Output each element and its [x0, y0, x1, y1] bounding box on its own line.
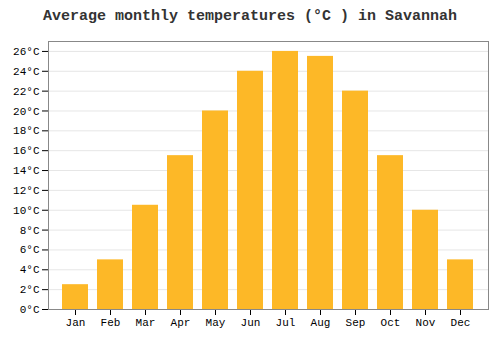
svg-text:14°C: 14°C	[13, 165, 40, 177]
svg-text:Dec: Dec	[451, 317, 471, 329]
svg-text:16°C: 16°C	[13, 145, 40, 157]
svg-text:Aug: Aug	[311, 317, 331, 329]
svg-text:6°C: 6°C	[20, 244, 40, 256]
html-text:Average monthly temperatures (: Average monthly temperatures (°C ) in Sa…	[43, 8, 457, 25]
svg-text:26°C: 26°C	[13, 46, 40, 58]
svg-text:22°C: 22°C	[13, 86, 40, 98]
svg-text:12°C: 12°C	[13, 185, 40, 197]
svg-text:Jul: Jul	[276, 317, 296, 329]
svg-text:Feb: Feb	[101, 317, 121, 329]
svg-text:0°C: 0°C	[20, 304, 40, 316]
svg-text:24°C: 24°C	[13, 66, 40, 78]
svg-text:Jun: Jun	[241, 317, 261, 329]
svg-text:Nov: Nov	[416, 317, 436, 329]
svg-text:May: May	[206, 317, 226, 329]
svg-text:Sep: Sep	[346, 317, 366, 329]
svg-text:4°C: 4°C	[20, 264, 40, 276]
svg-text:20°C: 20°C	[13, 106, 40, 118]
svg-text:8°C: 8°C	[20, 225, 40, 237]
svg-text:Jan: Jan	[66, 317, 86, 329]
svg-text:10°C: 10°C	[13, 205, 40, 217]
svg-text:2°C: 2°C	[20, 284, 40, 296]
svg-text:Mar: Mar	[136, 317, 156, 329]
svg-text:Oct: Oct	[381, 317, 401, 329]
svg-text:18°C: 18°C	[13, 125, 40, 137]
svg-text:Apr: Apr	[171, 317, 191, 329]
